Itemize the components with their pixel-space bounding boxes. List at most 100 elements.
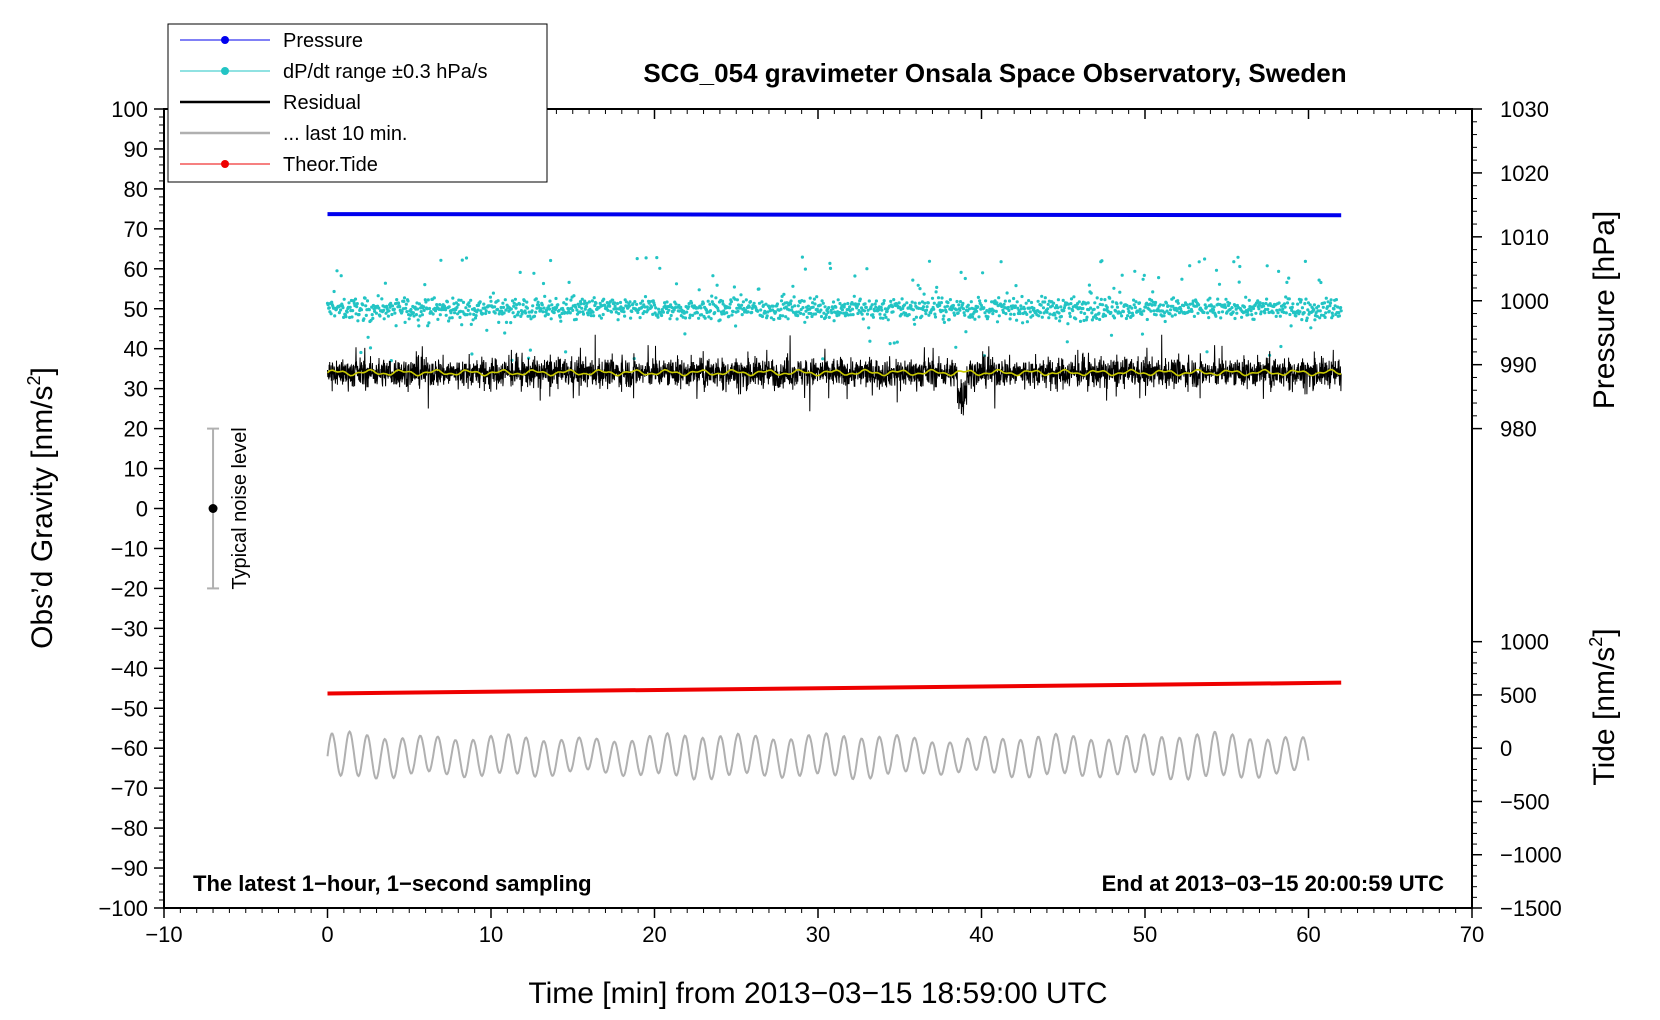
dpdt-point	[1054, 316, 1058, 320]
dpdt-point	[1015, 318, 1019, 322]
dpdt-point	[658, 266, 662, 270]
dpdt-point	[456, 303, 460, 307]
dpdt-point	[1283, 305, 1287, 309]
dpdt-point	[843, 314, 848, 318]
dpdt-point	[710, 300, 714, 304]
dpdt-point	[722, 309, 726, 313]
dpdt-point	[1084, 302, 1088, 306]
tide-tick-label: 1000	[1500, 630, 1549, 655]
dpdt-point	[954, 345, 958, 349]
dpdt-point	[471, 318, 475, 322]
dpdt-point	[831, 307, 835, 311]
dpdt-point	[412, 314, 416, 318]
dpdt-point	[416, 318, 420, 322]
dpdt-point	[1125, 303, 1129, 308]
dpdt-point	[1019, 304, 1023, 308]
dpdt-point	[892, 341, 896, 345]
dpdt-point	[1228, 301, 1232, 305]
dpdt-point	[547, 304, 551, 308]
annotation-sampling: The latest 1−hour, 1−second sampling	[193, 871, 592, 896]
dpdt-point	[633, 300, 637, 304]
dpdt-point	[1248, 305, 1252, 309]
dpdt-point	[1158, 303, 1162, 307]
dpdt-point	[730, 313, 734, 317]
dpdt-point	[740, 303, 744, 307]
dpdt-point	[330, 300, 334, 304]
dpdt-point	[335, 269, 339, 273]
dpdt-point	[1056, 306, 1060, 310]
dpdt-point	[800, 255, 805, 259]
dpdt-point	[536, 300, 540, 304]
dpdt-point	[1028, 310, 1032, 314]
y-axis-label-left-close: ]	[26, 367, 59, 375]
dpdt-point	[1309, 326, 1313, 330]
dpdt-point	[664, 307, 669, 311]
dpdt-point	[1188, 302, 1192, 306]
dpdt-point	[423, 283, 427, 287]
dpdt-point	[495, 307, 500, 311]
dpdt-point	[405, 310, 409, 314]
dpdt-point	[842, 311, 846, 315]
dpdt-point	[617, 312, 621, 316]
dpdt-point	[1050, 304, 1054, 308]
dpdt-point	[1154, 300, 1158, 305]
dpdt-point	[509, 307, 513, 311]
dpdt-point	[778, 316, 782, 320]
dpdt-point	[951, 303, 956, 308]
dpdt-point	[1262, 304, 1266, 308]
dpdt-point	[1092, 307, 1096, 311]
dpdt-point	[1188, 264, 1192, 268]
dpdt-point	[805, 315, 809, 319]
dpdt-point	[643, 305, 647, 309]
dpdt-point	[380, 297, 384, 301]
dpdt-point	[438, 313, 442, 317]
dpdt-point	[765, 314, 769, 318]
dpdt-point	[679, 305, 683, 309]
dpdt-point	[794, 310, 799, 314]
dpdt-point	[1120, 273, 1124, 277]
dpdt-point	[796, 314, 800, 318]
dpdt-point	[364, 304, 368, 308]
dpdt-point	[811, 305, 815, 309]
dpdt-point	[660, 313, 664, 318]
dpdt-point	[1263, 311, 1267, 315]
dpdt-point	[554, 296, 558, 301]
x-tick-label: 70	[1460, 922, 1484, 947]
dpdt-point	[1120, 314, 1124, 318]
dpdt-point	[364, 313, 368, 317]
dpdt-point	[964, 330, 968, 334]
dpdt-point	[605, 306, 609, 310]
dpdt-point	[733, 297, 737, 301]
dpdt-point	[769, 316, 774, 320]
dpdt-point	[639, 301, 643, 305]
dpdt-point	[627, 304, 632, 308]
noise-bar-label: Typical noise level	[229, 427, 251, 589]
dpdt-point	[911, 278, 915, 282]
dpdt-point	[1204, 305, 1208, 309]
dpdt-point	[1266, 307, 1270, 311]
dpdt-point	[843, 302, 847, 306]
dpdt-point	[1265, 297, 1269, 301]
dpdt-point	[1074, 317, 1078, 321]
tide-axis-label: Tide [nm/s2]	[1586, 628, 1621, 785]
dpdt-point	[327, 306, 331, 310]
dpdt-point	[464, 306, 468, 310]
dpdt-point	[667, 308, 671, 312]
dpdt-point	[459, 298, 463, 302]
dpdt-point	[1006, 305, 1010, 310]
dpdt-point	[1007, 299, 1012, 303]
dpdt-point	[326, 303, 330, 307]
pressure-tick-label: 1020	[1500, 161, 1549, 186]
dpdt-point	[688, 316, 692, 320]
dpdt-point	[339, 308, 343, 312]
legend-label: Residual	[283, 92, 361, 114]
dpdt-point	[1284, 311, 1288, 315]
legend-marker	[221, 67, 229, 75]
dpdt-point	[1318, 309, 1322, 313]
dpdt-point	[1261, 302, 1265, 306]
dpdt-point	[420, 313, 424, 317]
dpdt-point	[683, 332, 687, 336]
dpdt-point	[612, 301, 617, 305]
dpdt-point	[1103, 298, 1107, 302]
dpdt-point	[1001, 310, 1006, 314]
